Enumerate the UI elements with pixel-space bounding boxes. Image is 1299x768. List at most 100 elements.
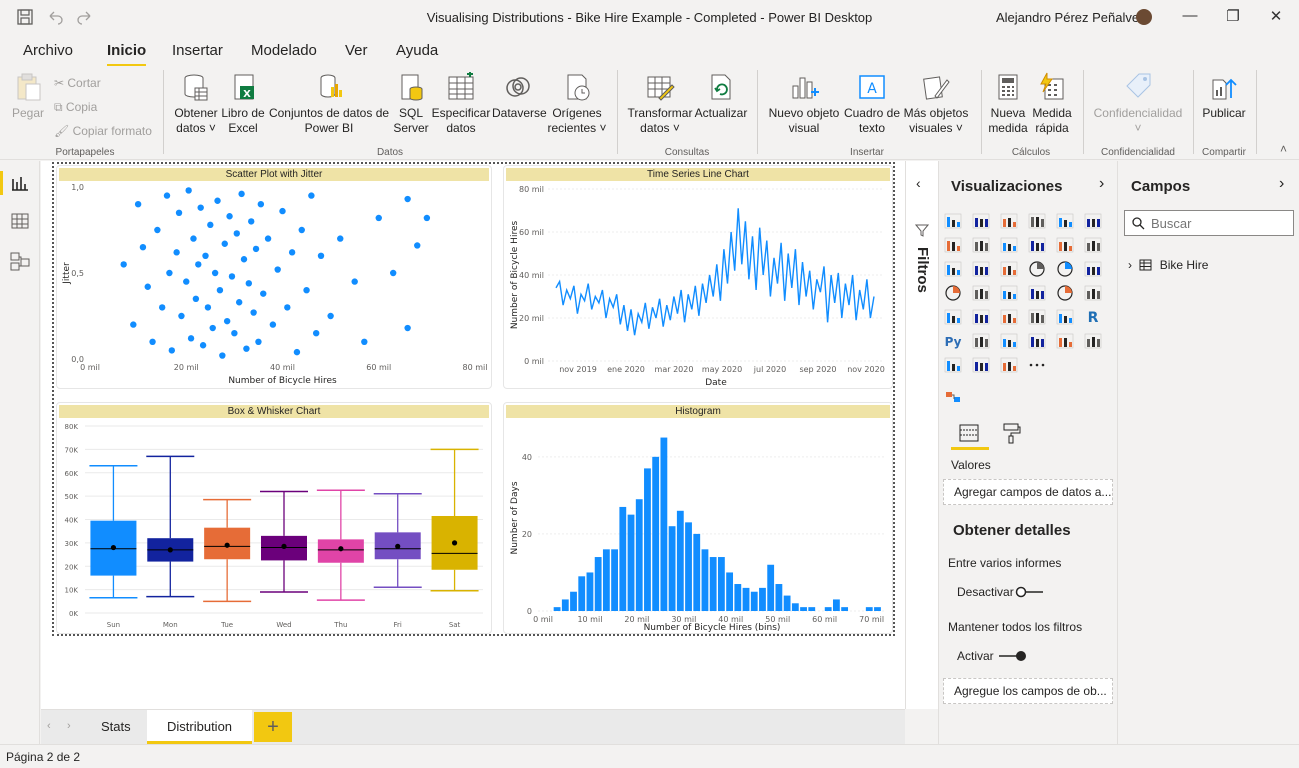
fields-well-tab-icon[interactable] bbox=[957, 421, 981, 445]
minimize-icon[interactable]: — bbox=[1182, 7, 1198, 24]
page-tab-stats[interactable]: Stats bbox=[101, 719, 131, 734]
collapse-ribbon-icon[interactable]: ˄ bbox=[1280, 142, 1288, 156]
next-page-icon[interactable]: › bbox=[67, 720, 71, 732]
clustered-bar-icon[interactable] bbox=[999, 211, 1019, 231]
drillthrough-well[interactable]: Agregue los campos de ob... bbox=[943, 678, 1113, 704]
stacked-column-icon[interactable] bbox=[971, 211, 991, 231]
boxplot-visual[interactable]: Box & Whisker Chart 0K 10K 20K 30K 40K 50K 60K… bbox=[56, 402, 492, 634]
recent-sources-button[interactable]: Orígenes recientes ˅ bbox=[546, 72, 608, 136]
line-chart-icon[interactable] bbox=[943, 235, 963, 255]
smart-narrative-icon[interactable] bbox=[1055, 331, 1075, 351]
pie-chart-icon[interactable] bbox=[1027, 259, 1047, 279]
model-view-icon[interactable] bbox=[8, 249, 32, 273]
save-icon[interactable] bbox=[16, 8, 34, 31]
tab-modelado[interactable]: Modelado bbox=[251, 42, 317, 59]
treemap-icon[interactable] bbox=[1083, 259, 1103, 279]
key-influencers-icon[interactable] bbox=[971, 331, 991, 351]
stacked-bar-icon[interactable] bbox=[943, 211, 963, 231]
table-visual-icon[interactable] bbox=[1027, 307, 1047, 327]
paste-button[interactable]: Pegar bbox=[10, 72, 46, 121]
excel-workbook-button[interactable]: X Libro de Excel bbox=[219, 72, 267, 136]
filled-map-icon[interactable] bbox=[971, 283, 991, 303]
matrix-icon[interactable] bbox=[1055, 307, 1075, 327]
dataverse-button[interactable]: Dataverse bbox=[492, 72, 547, 121]
more-visuals-button[interactable]: Más objetos visuales ˅ bbox=[902, 72, 970, 136]
fields-search-input[interactable] bbox=[1151, 215, 1289, 231]
power-automate-icon[interactable] bbox=[971, 355, 991, 375]
get-more-visuals-icon[interactable] bbox=[945, 391, 961, 408]
format-paintroller-icon[interactable] bbox=[999, 421, 1023, 445]
waterfall-icon[interactable] bbox=[943, 259, 963, 279]
filters-pane[interactable]: ‹ Filtros bbox=[905, 161, 938, 709]
undo-icon[interactable] bbox=[46, 8, 64, 31]
copy-button[interactable]: ⧉ Copia bbox=[54, 100, 98, 114]
power-apps-icon[interactable] bbox=[943, 355, 963, 375]
donut-chart-icon[interactable] bbox=[1055, 259, 1075, 279]
map-icon[interactable] bbox=[943, 283, 963, 303]
tab-insertar[interactable]: Insertar bbox=[172, 42, 223, 59]
new-visual-button[interactable]: Nuevo objeto visual bbox=[766, 72, 842, 136]
redo-icon[interactable] bbox=[76, 8, 94, 31]
python-visual-icon[interactable]: Py bbox=[943, 331, 963, 351]
table-bike-hire[interactable]: › Bike Hire bbox=[1128, 258, 1209, 272]
page-tab-distribution[interactable]: Distribution bbox=[147, 710, 253, 744]
cross-report-toggle[interactable] bbox=[1015, 586, 1045, 598]
report-view-icon[interactable] bbox=[0, 171, 32, 195]
close-icon[interactable]: ✕ bbox=[1269, 8, 1283, 25]
powerbi-datasets-button[interactable]: Conjuntos de datos de Power BI bbox=[268, 72, 390, 136]
get-data-button[interactable]: Obtener datos ˅ bbox=[170, 72, 222, 136]
timeseries-visual[interactable]: Time Series Line Chart 0 mil 20 mil 40 mil… bbox=[503, 165, 893, 389]
tab-ayuda[interactable]: Ayuda bbox=[396, 42, 439, 59]
tab-inicio[interactable]: Inicio bbox=[107, 42, 147, 67]
line-column-icon[interactable] bbox=[1027, 235, 1047, 255]
text-box-button[interactable]: A Cuadro de texto bbox=[842, 72, 902, 136]
prev-page-icon[interactable]: ‹ bbox=[47, 720, 51, 732]
scatter-visual[interactable]: Scatter Plot with Jitter 0 mil 20 mil 40 m… bbox=[56, 165, 492, 389]
arrow-icon[interactable] bbox=[999, 355, 1019, 375]
stacked-bar-100-icon[interactable] bbox=[1055, 211, 1075, 231]
cut-button[interactable]: ✂ Cortar bbox=[54, 76, 101, 90]
values-well[interactable]: Agregar campos de datos a... bbox=[943, 479, 1113, 505]
new-measure-button[interactable]: Nueva medida bbox=[986, 72, 1030, 136]
format-painter-button[interactable]: 🖌 Copiar formato bbox=[54, 124, 152, 138]
data-view-icon[interactable] bbox=[8, 209, 32, 233]
fields-search[interactable] bbox=[1124, 210, 1294, 236]
restore-icon[interactable]: ❐ bbox=[1226, 8, 1240, 25]
scatter-chart-icon[interactable] bbox=[999, 259, 1019, 279]
add-page-button[interactable]: + bbox=[254, 712, 292, 742]
stacked-column-100-icon[interactable] bbox=[1083, 211, 1103, 231]
collapse-fields-icon[interactable]: › bbox=[1279, 175, 1285, 192]
ribbon-chart-icon[interactable] bbox=[1083, 235, 1103, 255]
publish-button[interactable]: Publicar bbox=[1200, 72, 1248, 121]
expand-filters-icon[interactable]: ‹ bbox=[916, 175, 921, 191]
paginated-report-icon[interactable] bbox=[1083, 331, 1103, 351]
shape-map-icon[interactable] bbox=[999, 283, 1019, 303]
transform-data-button[interactable]: Transformar datos ˅ bbox=[625, 72, 695, 136]
decomposition-tree-icon[interactable] bbox=[999, 331, 1019, 351]
sql-server-button[interactable]: SQL Server bbox=[391, 72, 431, 136]
kpi-icon[interactable] bbox=[971, 307, 991, 327]
enter-data-button[interactable]: Especificar datos bbox=[430, 72, 492, 136]
line-clustered-column-icon[interactable] bbox=[1055, 235, 1075, 255]
user-avatar[interactable] bbox=[1136, 9, 1152, 25]
filters-label[interactable]: Filtros bbox=[914, 247, 931, 293]
clustered-column-icon[interactable] bbox=[1027, 211, 1047, 231]
tab-archivo[interactable]: Archivo bbox=[23, 42, 74, 59]
keep-filters-toggle[interactable] bbox=[997, 650, 1027, 662]
refresh-button[interactable]: Actualizar bbox=[694, 72, 748, 121]
quick-measure-button[interactable]: Medida rápida bbox=[1030, 72, 1074, 136]
azure-map-icon[interactable] bbox=[1027, 283, 1047, 303]
stacked-area-icon[interactable] bbox=[999, 235, 1019, 255]
histogram-visual[interactable]: Histogram 0 20 40 0 mil 10 mil 20 mil 30 mil 40… bbox=[503, 402, 893, 634]
funnel-chart-icon[interactable] bbox=[971, 259, 991, 279]
multi-row-card-icon[interactable] bbox=[943, 307, 963, 327]
sensitivity-button[interactable]: Confidencialidad ˅ bbox=[1090, 72, 1186, 136]
area-chart-icon[interactable] bbox=[971, 235, 991, 255]
card-icon[interactable] bbox=[1083, 283, 1103, 303]
gauge-icon[interactable] bbox=[1055, 283, 1075, 303]
tab-ver[interactable]: Ver bbox=[345, 42, 368, 59]
collapse-visualizations-icon[interactable]: › bbox=[1099, 175, 1105, 192]
r-visual-icon[interactable]: R bbox=[1083, 307, 1103, 327]
qa-icon[interactable] bbox=[1027, 331, 1047, 351]
more-options-icon[interactable] bbox=[1027, 355, 1047, 375]
